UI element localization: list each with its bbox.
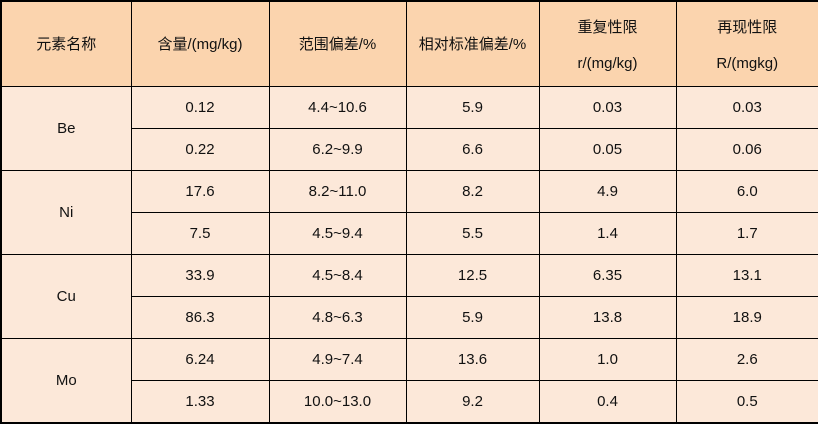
table-cell: 18.9 (675, 296, 818, 340)
table-cell: 0.5 (675, 380, 818, 424)
table-cell: 5.9 (405, 296, 540, 340)
table-cell: 0.22 (130, 127, 270, 171)
table-cell: 12.5 (405, 254, 540, 298)
header-cell-element-name: 元素名称 (0, 0, 132, 87)
table-row: 1.33 10.0~13.0 9.2 0.4 0.5 (1, 380, 818, 424)
table-cell: 13.1 (675, 254, 818, 298)
table-row: 86.3 4.8~6.3 5.9 13.8 18.9 (1, 296, 818, 340)
header-row: 元素名称 含量/(mg/kg) 范围偏差/% 相对标准偏差/% 重复性限 r/(… (0, 0, 818, 87)
header-cell-repeatability-limit: 重复性限 r/(mg/kg) (538, 0, 677, 87)
table-cell: 4.9~7.4 (268, 338, 407, 382)
table-cell: 0.4 (538, 380, 677, 424)
header-cell-reproducibility-limit: 再现性限 R/(mgkg) (675, 0, 818, 87)
header-cell-range-deviation: 范围偏差/% (268, 0, 407, 87)
repeatability-header-lines: 重复性限 r/(mg/kg) (540, 2, 675, 85)
table-cell: 4.5~8.4 (268, 254, 407, 298)
table-row: Be 0.12 4.4~10.6 5.9 0.03 0.03 (0, 85, 818, 171)
table-cell: 2.6 (675, 338, 818, 382)
table-cell: 0.12 (130, 85, 270, 129)
table-cell: 8.2 (405, 169, 540, 213)
table-cell: 1.7 (675, 211, 818, 256)
table-cell: 7.5 (130, 211, 270, 256)
table-row: 7.5 4.5~9.4 5.5 1.4 1.7 (1, 211, 818, 256)
table-cell: 0.06 (675, 127, 818, 171)
header-cell-content: 含量/(mg/kg) (130, 0, 270, 87)
reproducibility-unit: R/(mgkg) (716, 54, 779, 72)
element-cell-be: Be (0, 85, 132, 171)
element-cell-cu: Cu (0, 254, 132, 340)
element-cell-ni: Ni (0, 169, 132, 256)
table-cell: 86.3 (130, 296, 270, 340)
table-row: 0.22 6.2~9.9 6.6 0.05 0.06 (1, 127, 818, 171)
table-cell: 4.4~10.6 (268, 85, 407, 129)
table-cell: 1.4 (538, 211, 677, 256)
reproducibility-header-lines: 再现性限 R/(mgkg) (677, 2, 818, 85)
element-cell-mo: Mo (0, 338, 132, 424)
table-cell: 13.6 (405, 338, 540, 382)
table-cell: 0.05 (538, 127, 677, 171)
repeatability-title: 重复性限 (577, 18, 638, 36)
table-cell: 5.5 (405, 211, 540, 256)
table-cell: 6.24 (130, 338, 270, 382)
reproducibility-title: 再现性限 (717, 18, 778, 36)
table-cell: 6.0 (675, 169, 818, 213)
header-cell-relative-std-deviation: 相对标准偏差/% (405, 0, 540, 87)
table-cell: 8.2~11.0 (268, 169, 407, 213)
repeatability-unit: r/(mg/kg) (577, 54, 638, 72)
table-cell: 5.9 (405, 85, 540, 129)
table-cell: 6.6 (405, 127, 540, 171)
table-cell: 9.2 (405, 380, 540, 424)
table-cell: 4.9 (538, 169, 677, 213)
table-cell: 10.0~13.0 (268, 380, 407, 424)
table-row: Cu 33.9 4.5~8.4 12.5 6.35 13.1 (0, 254, 818, 340)
table-cell: 1.33 (130, 380, 270, 424)
table-cell: 0.03 (538, 85, 677, 129)
table-cell: 6.2~9.9 (268, 127, 407, 171)
table-cell: 4.5~9.4 (268, 211, 407, 256)
table-cell: 0.03 (675, 85, 818, 129)
table-row: Mo 6.24 4.9~7.4 13.6 1.0 2.6 (0, 338, 818, 424)
table-row: Ni 17.6 8.2~11.0 8.2 4.9 6.0 (0, 169, 818, 256)
table-cell: 33.9 (130, 254, 270, 298)
table-cell: 17.6 (130, 169, 270, 213)
table-cell: 13.8 (538, 296, 677, 340)
table-cell: 1.0 (538, 338, 677, 382)
table-cell: 6.35 (538, 254, 677, 298)
table-cell: 4.8~6.3 (268, 296, 407, 340)
